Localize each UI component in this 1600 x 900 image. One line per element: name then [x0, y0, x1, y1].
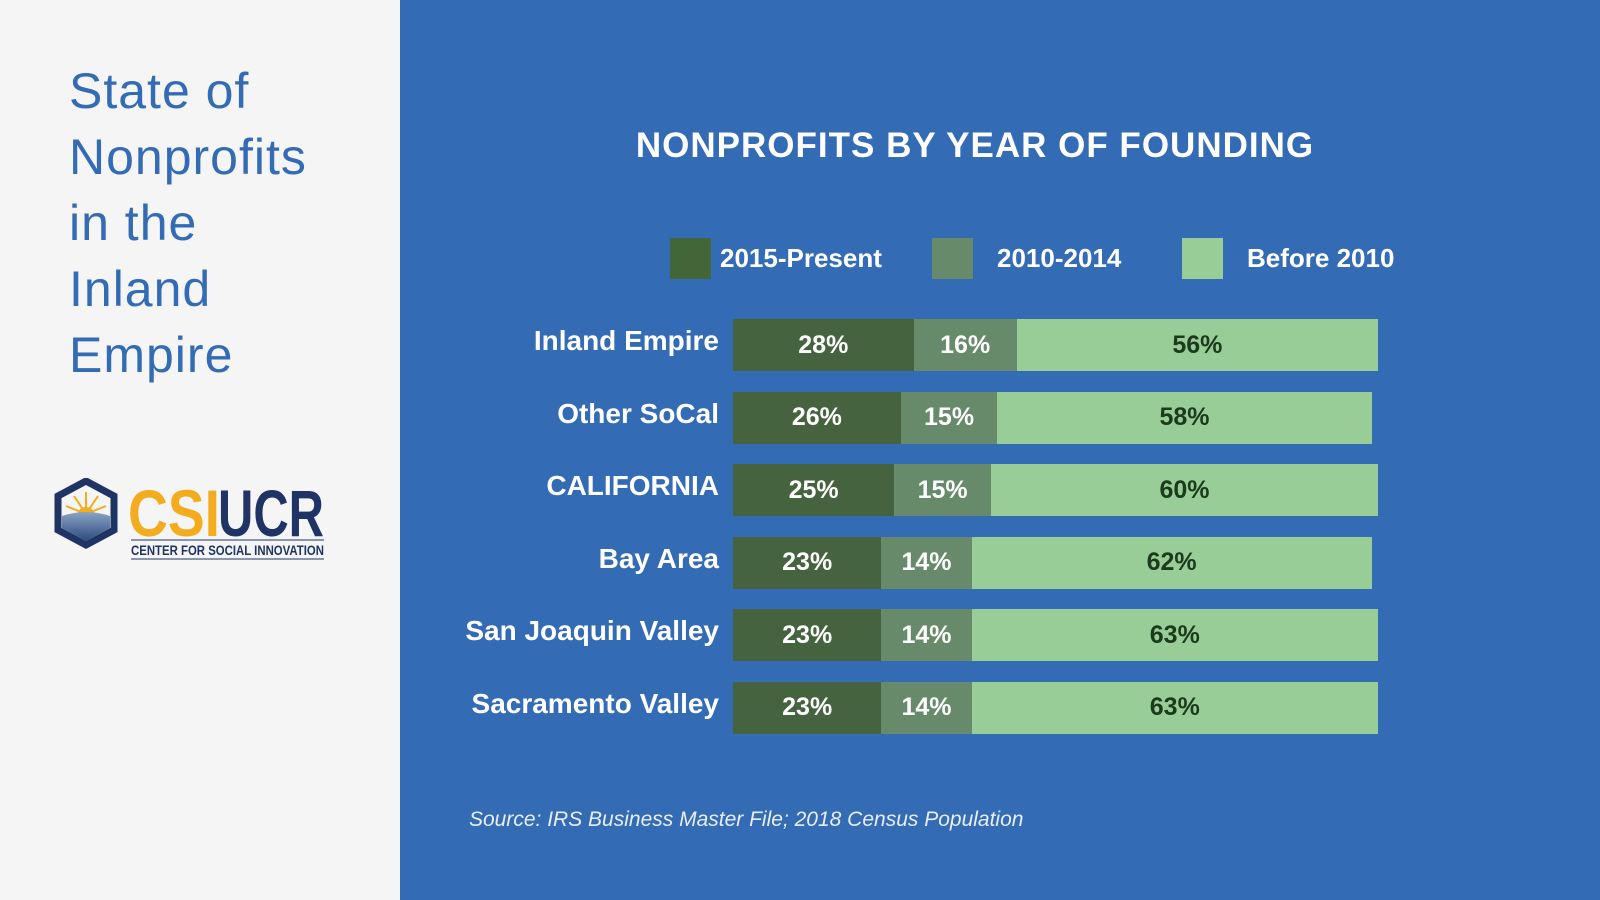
legend-label: Before 2010 — [1247, 243, 1395, 273]
bar-segment: 25% — [733, 464, 895, 516]
data-label: 14% — [901, 693, 952, 721]
data-label: 63% — [1149, 620, 1200, 649]
legend-item: 2015-Present — [670, 238, 882, 279]
bar-segment: 26% — [733, 391, 901, 444]
logo-text-csi: CSI — [128, 478, 220, 550]
data-label: 15% — [917, 475, 968, 504]
bar-segment: 56% — [1016, 319, 1378, 371]
legend-item: 2010-2014 — [932, 238, 1121, 279]
stacked-bar: 28% 16% 56% — [733, 319, 1378, 371]
legend-swatch — [670, 238, 711, 279]
legend-label: 2010-2014 — [997, 243, 1122, 273]
bar-segment: 23% — [733, 536, 882, 589]
stacked-bar: 25% 15% 60% — [733, 464, 1378, 516]
data-label: 25% — [788, 475, 839, 504]
logo-subtitle: CENTER FOR SOCIAL INNOVATION — [131, 542, 324, 558]
data-label: 23% — [782, 620, 833, 649]
stacked-bar: 23% 14% 63% — [733, 609, 1378, 661]
bar-segment: 14% — [881, 609, 972, 661]
stacked-bar: 26% 15% 58% — [733, 391, 1372, 444]
category-label: Sacramento Valley — [471, 687, 719, 719]
category-label: Other SoCal — [557, 397, 719, 429]
bar-segment: 63% — [971, 609, 1378, 661]
legend-swatch — [1182, 238, 1223, 279]
sidebar: State of Nonprofits in the Inland Empire CSI… — [0, 0, 400, 900]
bar-segment: 23% — [733, 681, 882, 734]
bar-segment: 15% — [900, 391, 998, 444]
csiucr-logo: CSI UCR CENTER FOR SOCIAL INNOVATION — [54, 478, 324, 560]
title-line: in the — [69, 195, 198, 251]
title-line: State of — [69, 63, 250, 119]
data-label: 23% — [782, 548, 833, 576]
bar-segment: 14% — [881, 536, 972, 589]
bar-segment: 62% — [971, 536, 1372, 589]
title-line: Nonprofits — [69, 129, 307, 185]
data-label: 15% — [924, 403, 975, 431]
stacked-bar: 23% 14% 62% — [733, 536, 1372, 589]
data-label: 14% — [901, 620, 952, 649]
category-label: Inland Empire — [533, 325, 719, 356]
category-label: San Joaquin Valley — [465, 615, 719, 646]
title-line: Empire — [69, 327, 234, 383]
legend-label: 2015-Present — [720, 243, 882, 273]
data-label: 16% — [940, 330, 991, 359]
logo-text-ucr: UCR — [218, 478, 324, 550]
bar-segment: 14% — [881, 681, 972, 734]
bar-segment: 28% — [733, 319, 914, 371]
bar-segment: 63% — [971, 681, 1378, 734]
data-label: 58% — [1159, 403, 1210, 431]
chart-panel — [400, 0, 1600, 900]
category-label: Bay Area — [598, 542, 719, 574]
data-label: 14% — [901, 548, 952, 576]
bar-segment: 23% — [733, 609, 882, 661]
data-label: 62% — [1146, 548, 1197, 576]
chart-title: NONPROFITS BY YEAR OF FOUNDING — [635, 126, 1315, 165]
data-label: 26% — [791, 403, 842, 431]
data-label: 60% — [1159, 475, 1210, 504]
legend-swatch — [932, 238, 973, 279]
category-label: CALIFORNIA — [546, 470, 719, 501]
bar-segment: 60% — [991, 464, 1378, 516]
bar-segment: 16% — [913, 319, 1017, 371]
data-label: 28% — [798, 330, 849, 359]
data-label: 63% — [1149, 693, 1200, 721]
source-note: Source: IRS Business Master File; 2018 C… — [469, 808, 1024, 831]
data-label: 23% — [782, 693, 833, 721]
legend-item: Before 2010 — [1182, 238, 1394, 279]
bar-segment: 15% — [894, 464, 991, 516]
data-label: 56% — [1172, 330, 1223, 359]
bar-segment: 58% — [997, 391, 1372, 444]
stacked-bar: 23% 14% 63% — [733, 681, 1378, 734]
title-line: Inland — [69, 261, 212, 317]
